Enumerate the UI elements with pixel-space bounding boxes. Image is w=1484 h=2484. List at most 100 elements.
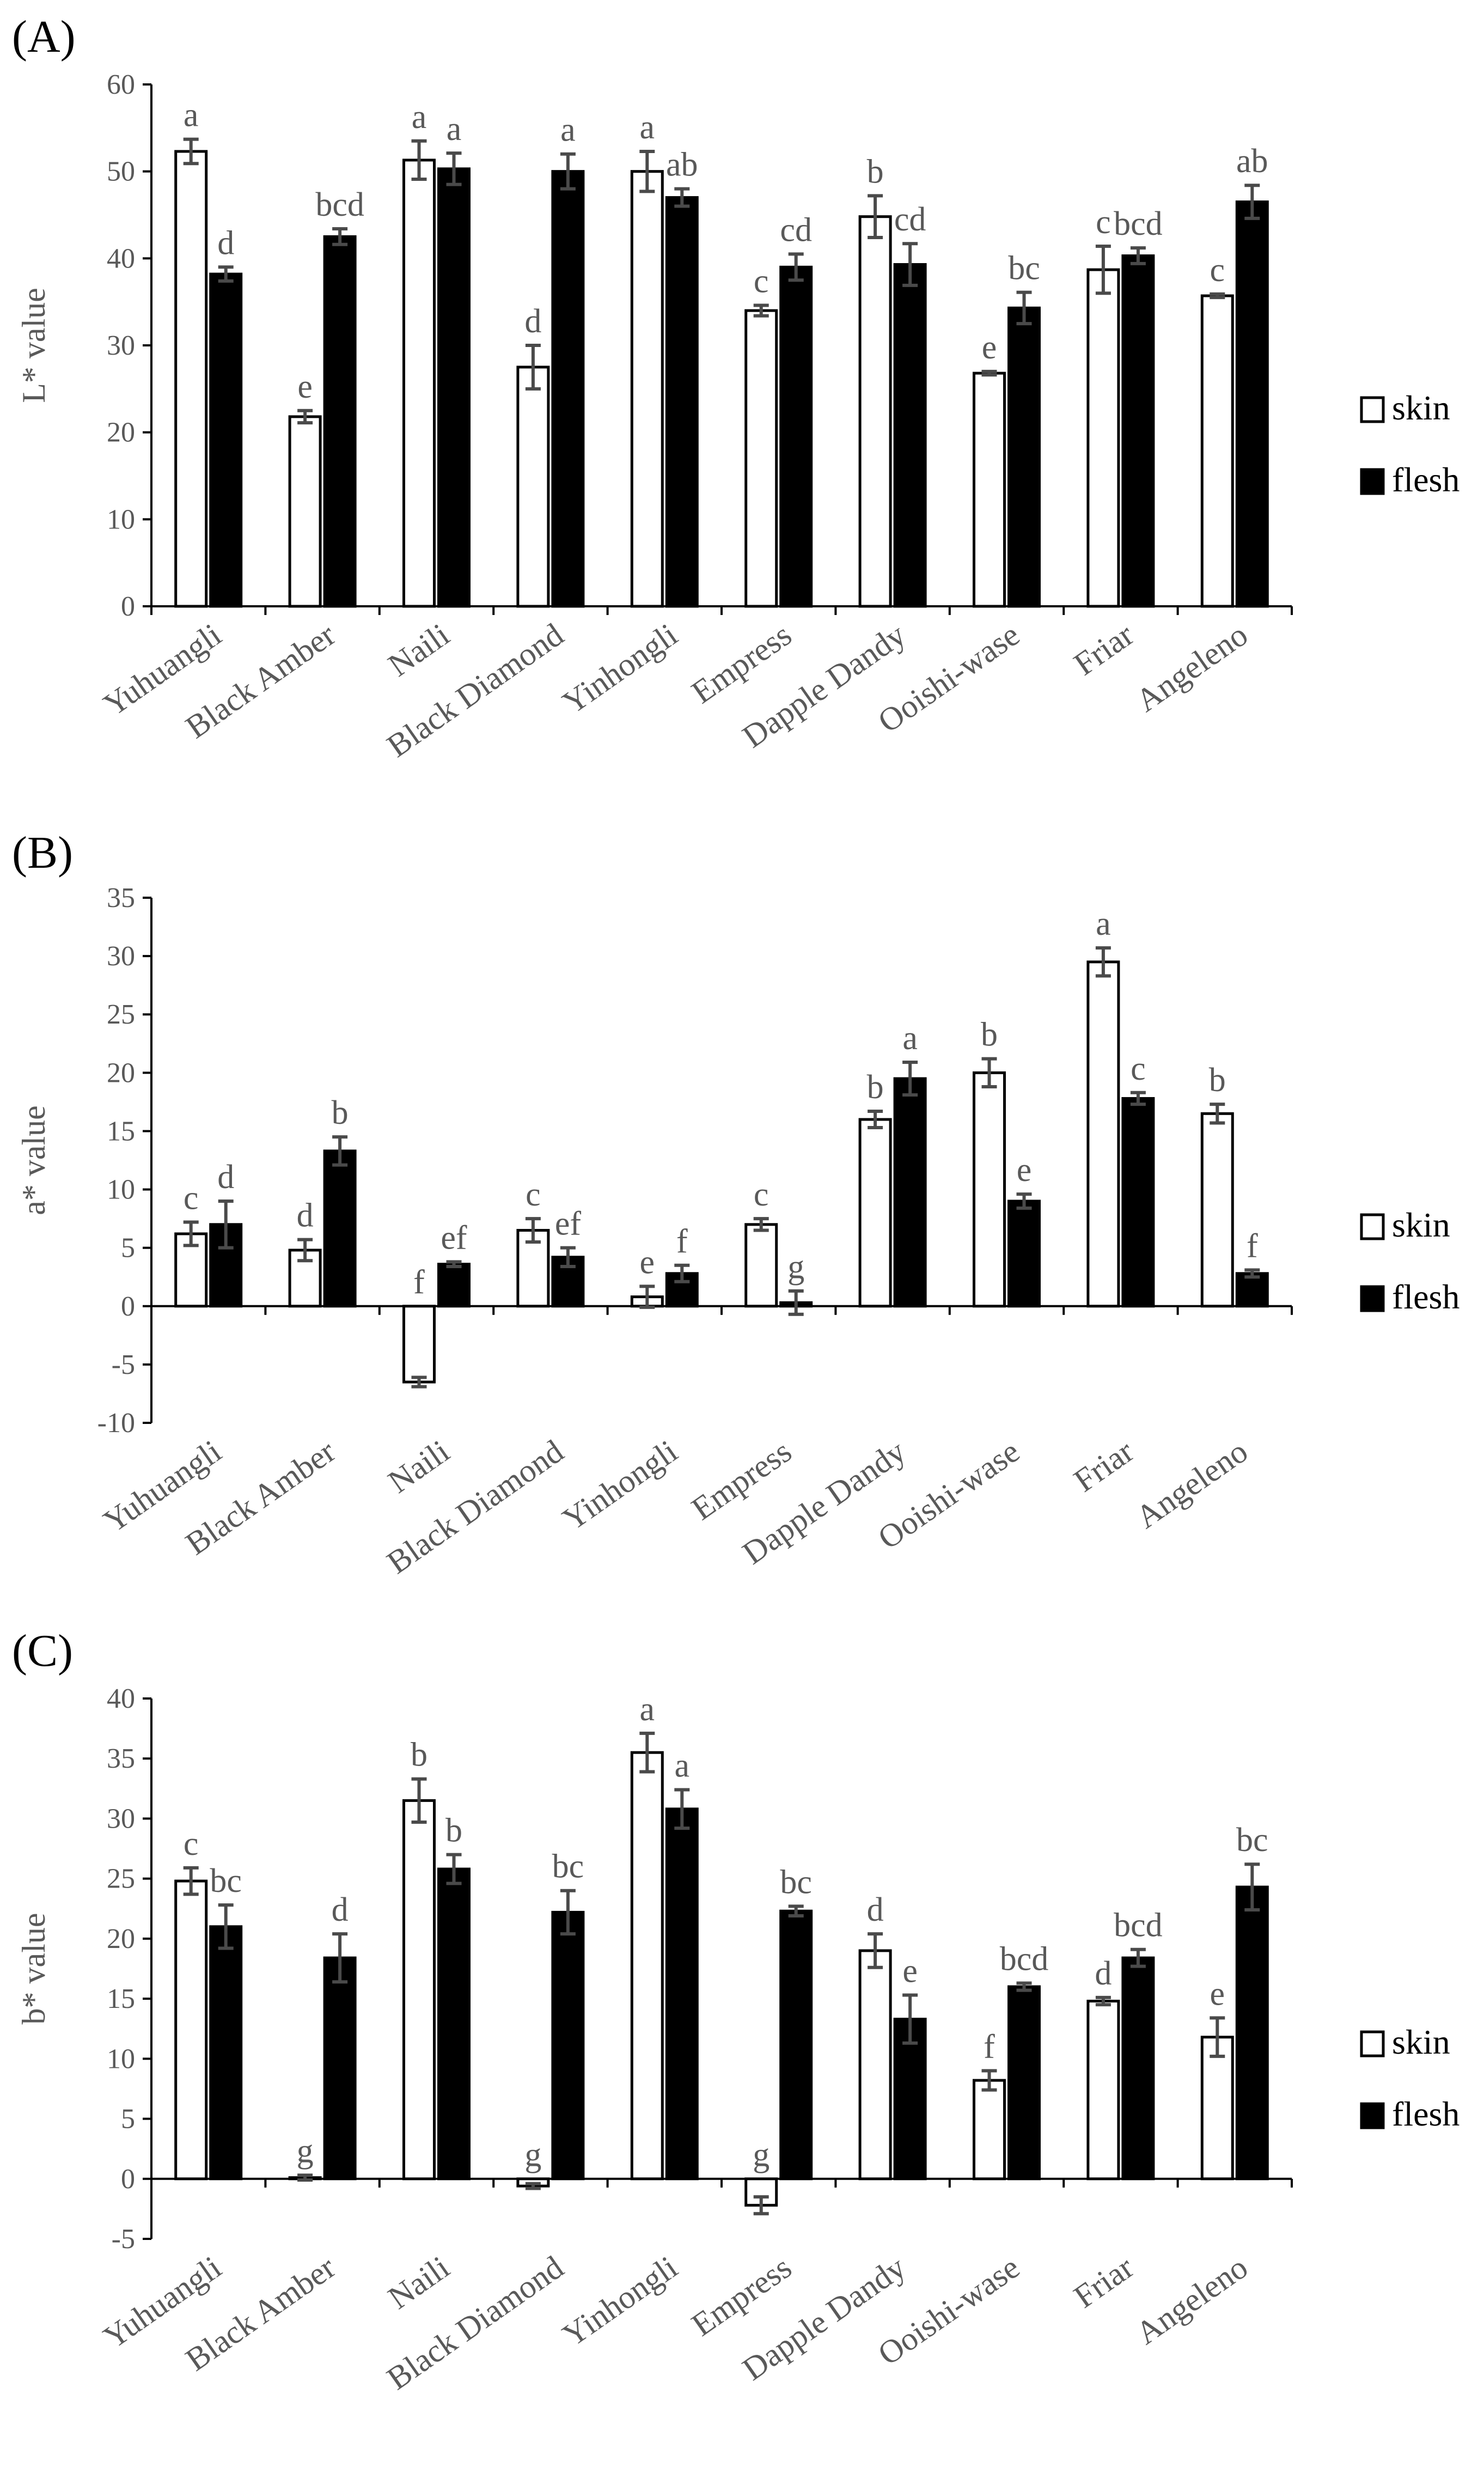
significance-letter: a — [902, 1020, 918, 1057]
category-label: Friar — [1067, 1433, 1140, 1499]
significance-letter: c — [526, 1176, 541, 1213]
flesh-bar — [665, 1807, 699, 2181]
y-tick-label: 20 — [107, 1057, 135, 1088]
skin-bar — [516, 366, 550, 608]
category-label: Yinhongli — [556, 2249, 683, 2354]
skin-bar — [1086, 268, 1120, 608]
y-tick-label: -10 — [97, 1408, 135, 1439]
skin-bar — [402, 159, 436, 608]
significance-letter: e — [982, 329, 997, 366]
significance-letter: a — [1096, 905, 1111, 942]
flesh-bar — [209, 272, 243, 608]
skin-bar — [858, 215, 892, 608]
significance-letter: c — [184, 1825, 199, 1862]
panel-label: (B) — [12, 827, 73, 878]
significance-letter: b — [1209, 1062, 1226, 1099]
skin-bar — [174, 1879, 208, 2181]
skin-bar — [288, 415, 322, 608]
category-label: Angeleno — [1129, 1433, 1254, 1536]
y-tick-label: 30 — [107, 1803, 135, 1834]
significance-letter: d — [297, 1197, 314, 1234]
legend-swatch-flesh — [1360, 1285, 1385, 1312]
category-label: Angeleno — [1129, 2249, 1254, 2352]
skin-bar — [174, 150, 208, 608]
y-tick-label: -5 — [112, 2224, 135, 2255]
flesh-bar — [323, 1956, 357, 2181]
significance-letter: e — [297, 368, 313, 405]
y-tick-label: 35 — [107, 882, 135, 914]
skin-bar — [1200, 1112, 1234, 1308]
y-tick-label: 15 — [107, 1983, 135, 2014]
significance-letter: bcd — [1114, 205, 1163, 242]
significance-letter: d — [524, 303, 541, 340]
y-tick-label: 20 — [107, 1923, 135, 1955]
y-tick-label: 10 — [107, 1174, 135, 1206]
significance-letter: f — [676, 1223, 688, 1260]
significance-letter: cd — [894, 201, 926, 238]
significance-letter: bc — [1008, 250, 1040, 287]
significance-letter: cd — [780, 211, 812, 248]
panel-label: (A) — [12, 11, 76, 62]
category-label: Yinhongli — [556, 1433, 683, 1538]
flesh-bar — [437, 167, 471, 608]
significance-letter: f — [413, 1264, 425, 1301]
flesh-bar — [1121, 1097, 1155, 1308]
significance-letter: d — [217, 1159, 234, 1196]
significance-letter: d — [332, 1891, 349, 1928]
significance-letter: ef — [441, 1219, 467, 1256]
significance-letter: bc — [1236, 1822, 1268, 1859]
flesh-bar — [1235, 1885, 1269, 2181]
significance-letter: bc — [552, 1848, 584, 1885]
skin-bar — [402, 1799, 436, 2181]
category-label: Naili — [382, 2249, 456, 2316]
flesh-bar — [1121, 254, 1155, 608]
significance-letter: b — [867, 1069, 884, 1106]
significance-letter: g — [753, 2136, 770, 2174]
significance-letter: e — [1210, 1975, 1225, 2012]
significance-letter: ab — [1236, 143, 1268, 180]
legend-swatch-skin — [1360, 1213, 1385, 1240]
flesh-bar — [209, 1925, 243, 2181]
significance-letter: a — [560, 112, 576, 149]
significance-letter: c — [1210, 252, 1225, 289]
significance-letter: g — [524, 2136, 541, 2174]
significance-letter: g — [297, 2133, 314, 2170]
y-tick-label: 60 — [107, 69, 135, 100]
category-label: Friar — [1067, 2249, 1140, 2315]
y-tick-label: 10 — [107, 504, 135, 535]
y-axis-label: L* value — [16, 288, 52, 403]
chart-panel-3: (C)b* value-50510152025303540cgbgagdfdeb… — [12, 1625, 1459, 2397]
significance-letter: a — [640, 109, 655, 146]
skin-bar — [1086, 2000, 1120, 2181]
legend-swatch-skin — [1360, 2030, 1385, 2057]
flesh-bar — [437, 1867, 471, 2181]
legend-swatch-skin — [1360, 396, 1385, 423]
significance-letter: b — [867, 153, 884, 190]
skin-bar — [1200, 2036, 1234, 2181]
y-tick-label: 0 — [121, 2164, 135, 2195]
flesh-bar — [1007, 1985, 1041, 2181]
y-tick-label: 35 — [107, 1743, 135, 1774]
legend-swatch-flesh — [1360, 2102, 1385, 2129]
y-tick-label: 50 — [107, 156, 135, 187]
flesh-bar — [551, 170, 585, 608]
category-label: Angeleno — [1129, 617, 1254, 719]
y-tick-label: 5 — [121, 2104, 135, 2135]
flesh-bar — [323, 1149, 357, 1308]
legend-label-skin: skin — [1392, 1206, 1450, 1244]
significance-letter: e — [1017, 1152, 1032, 1189]
significance-letter: a — [184, 97, 199, 134]
category-label: Friar — [1067, 617, 1140, 683]
skin-bar — [973, 1071, 1006, 1308]
flesh-bar — [437, 1263, 471, 1308]
significance-letter: d — [217, 224, 234, 261]
flesh-bar — [551, 1910, 585, 2181]
skin-bar — [744, 1223, 778, 1308]
significance-letter: g — [787, 1249, 804, 1286]
significance-letter: a — [640, 1691, 655, 1728]
significance-letter: c — [1131, 1050, 1146, 1087]
y-tick-label: 10 — [107, 2043, 135, 2074]
skin-bar — [973, 372, 1006, 608]
